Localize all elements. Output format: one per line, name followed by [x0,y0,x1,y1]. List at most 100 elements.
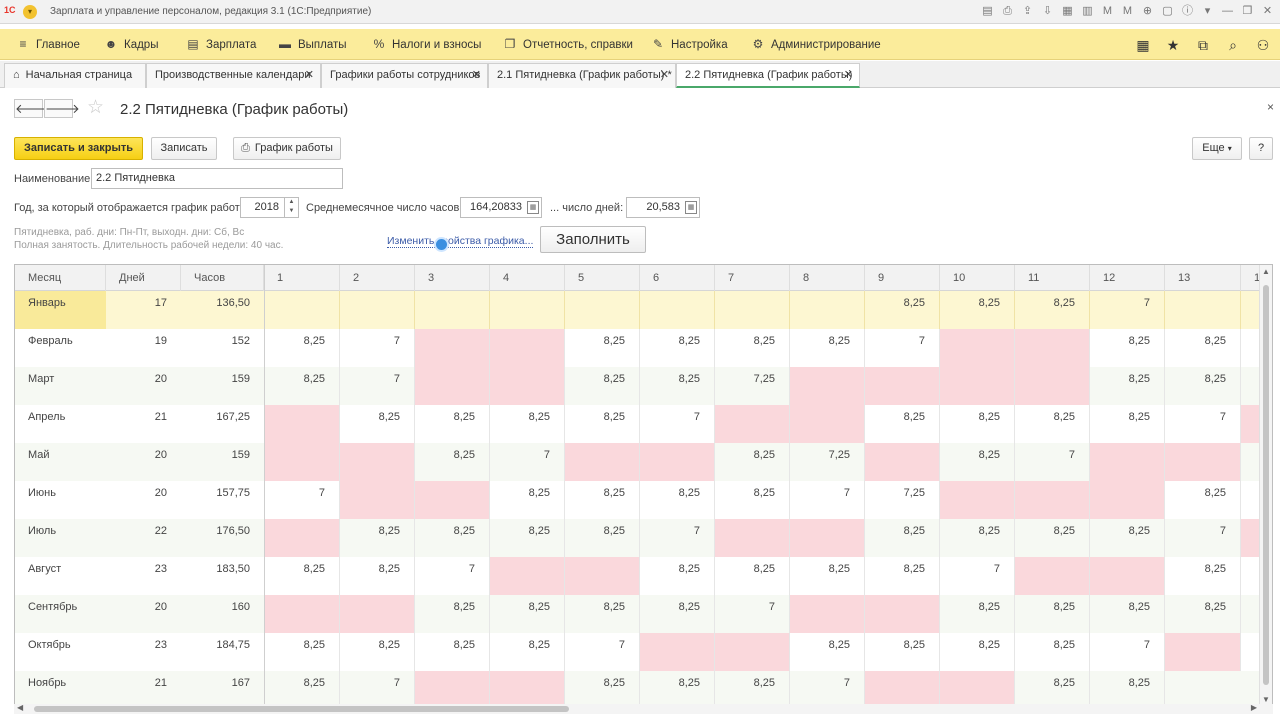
vertical-scroll-thumb[interactable] [1263,285,1269,685]
day-cell[interactable] [640,443,715,481]
day-cell[interactable] [1165,443,1241,481]
menu-item-7[interactable]: ✎ Настройка [651,29,728,60]
day-cell[interactable] [1015,557,1090,595]
hours-cell[interactable]: 184,75 [216,639,250,651]
hours-cell[interactable]: 160 [231,601,250,613]
day-cell[interactable]: 7 [1090,633,1165,671]
day-cell[interactable]: 8,25 [565,405,640,443]
day-cell[interactable]: 8,25 [264,633,340,671]
day-cell[interactable]: 8,25 [415,519,490,557]
day-cell-partial[interactable] [1241,367,1261,405]
day-cell[interactable] [1015,367,1090,405]
table-row[interactable]: Август 23 183,50 8,25 8,25 7 8,25 8,25 8,25 8,25 7… [15,557,1272,595]
day-cell[interactable]: 7,25 [865,481,940,519]
form-close-button[interactable]: × [1266,100,1274,114]
change-properties-link[interactable]: Изменить свойства графика... [387,235,534,248]
hours-cell[interactable]: 167,25 [216,411,250,423]
day-cell[interactable]: 8,25 [415,405,490,443]
day-cell[interactable] [1090,481,1165,519]
close-icon[interactable]: ✕ [843,69,853,81]
day-cell[interactable]: 8,25 [640,329,715,367]
schedule-print-button[interactable]: ⎙ График работы [233,137,341,160]
day-cell[interactable]: 7 [1165,405,1241,443]
day-cell[interactable] [715,405,790,443]
day-cell[interactable] [940,367,1015,405]
minimize-icon[interactable]: — [1222,5,1233,17]
favorite-star-icon[interactable]: ☆ [87,97,105,118]
day-cell[interactable] [865,367,940,405]
day-cell[interactable] [790,405,865,443]
day-cell[interactable]: 8,25 [865,291,940,329]
year-input[interactable]: 2018 ▲ ▼ [240,197,299,218]
day-cell[interactable] [715,633,790,671]
day-cell[interactable]: 7 [1015,443,1090,481]
column-header[interactable]: 9 [865,265,940,291]
day-cell[interactable]: 7 [565,633,640,671]
hours-cell[interactable]: 167 [231,677,250,689]
column-header[interactable]: 8 [790,265,865,291]
day-cell[interactable]: 7 [940,557,1015,595]
days-cell[interactable]: 21 [154,411,167,423]
days-cell[interactable]: 19 [154,335,167,347]
day-cell[interactable] [340,595,415,633]
column-header[interactable]: Часов [181,265,264,291]
day-cell[interactable]: 8,25 [340,519,415,557]
day-cell[interactable] [264,519,340,557]
day-cell[interactable] [415,481,490,519]
tab-3[interactable]: Графики работы сотрудников ✕ [321,63,488,88]
menu-item-8[interactable]: ⚙ Администрирование [751,29,881,60]
upload-icon[interactable]: ⇪ [1022,5,1033,17]
day-cell[interactable]: 7 [1165,519,1241,557]
day-cell[interactable]: 8,25 [640,671,715,704]
day-cell-partial[interactable] [1241,291,1261,329]
day-cell[interactable] [715,519,790,557]
month-cell[interactable]: Июнь [28,487,56,499]
day-cell[interactable]: 8,25 [565,329,640,367]
day-cell[interactable]: 8,25 [715,329,790,367]
day-cell[interactable]: 8,25 [1090,519,1165,557]
day-cell[interactable]: 8,25 [1165,329,1241,367]
month-cell[interactable]: Август [28,563,62,575]
column-header[interactable]: 11 [1015,265,1090,291]
day-cell[interactable]: 8,25 [1165,595,1241,633]
day-cell[interactable]: 8,25 [1090,671,1165,704]
days-cell[interactable]: 20 [154,449,167,461]
close-icon[interactable]: ✕ [471,69,481,81]
day-cell[interactable]: 8,25 [715,557,790,595]
day-cell[interactable]: 8,25 [415,443,490,481]
day-cell-partial[interactable] [1241,481,1261,519]
save-icon[interactable]: ▤ [982,5,993,17]
days-cell[interactable]: 23 [154,563,167,575]
day-cell[interactable]: 8,25 [565,481,640,519]
user-icon[interactable]: ⚇ [1256,36,1270,53]
vertical-scrollbar[interactable]: ▲ ▼ [1259,265,1272,704]
hours-cell[interactable]: 183,50 [216,563,250,575]
day-cell[interactable] [490,291,565,329]
table-row[interactable]: Октябрь 23 184,75 8,25 8,25 8,25 8,25 7 8,25 8,25… [15,633,1272,671]
day-cell[interactable]: 8,25 [340,633,415,671]
zoom-icon[interactable]: ⊕ [1142,5,1153,17]
day-cell[interactable]: 8,25 [1015,291,1090,329]
day-cell[interactable] [490,557,565,595]
table-row[interactable]: Июнь 20 157,75 7 8,25 8,25 8,25 8,25 7 7,25 8,25 [15,481,1272,519]
day-cell[interactable] [790,595,865,633]
close-icon[interactable]: ✕ [659,69,669,81]
table-row[interactable]: Май 20 159 8,25 7 8,25 7,25 8,25 7 [15,443,1272,481]
days-cell[interactable]: 22 [154,525,167,537]
month-cell[interactable]: Сентябрь [28,601,78,613]
day-cell[interactable] [264,291,340,329]
day-cell[interactable] [340,291,415,329]
app-menu-button[interactable]: ▾ [23,5,37,19]
month-cell[interactable]: Апрель [28,411,66,423]
menu-item-1[interactable]: ≡ Главное [16,29,79,60]
day-cell[interactable]: 8,25 [1165,481,1241,519]
all-functions-icon[interactable]: ▦ [1136,36,1150,53]
table-row[interactable]: Февраль 19 152 8,25 7 8,25 8,25 8,25 8,25 7 8,25 8,… [15,329,1272,367]
month-cell[interactable]: Июль [28,525,57,537]
calculator-icon[interactable]: ▦ [527,201,539,214]
day-cell[interactable]: 8,25 [940,633,1015,671]
day-cell-partial[interactable] [1241,671,1261,704]
day-cell[interactable] [340,481,415,519]
day-cell[interactable]: 8,25 [490,595,565,633]
day-cell[interactable]: 7,25 [715,367,790,405]
